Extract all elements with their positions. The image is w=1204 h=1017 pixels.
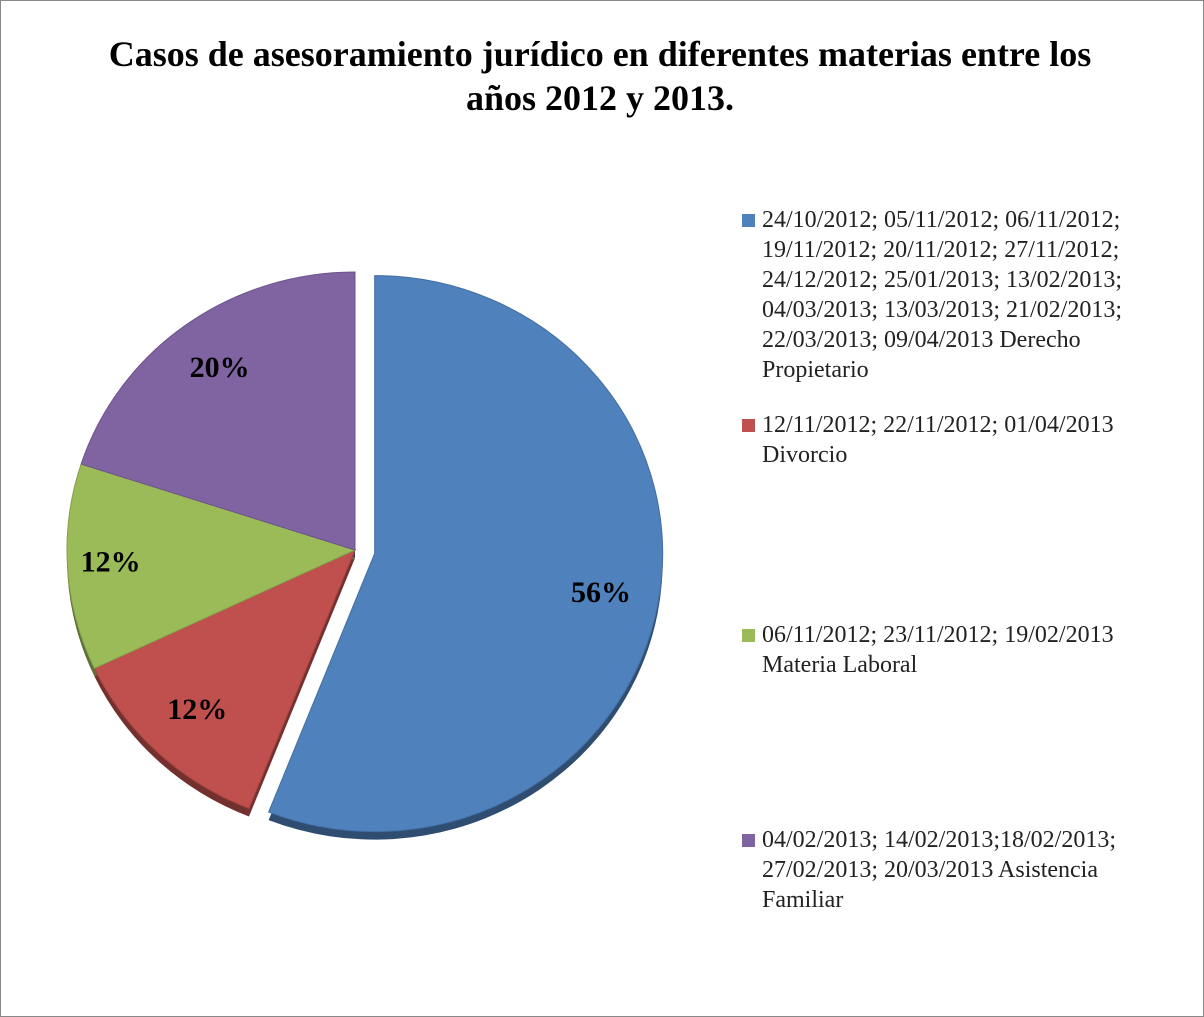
legend-item: 12/11/2012; 22/11/2012; 01/04/2013 Divor… (742, 410, 1182, 470)
slice (66, 463, 357, 670)
legend-label: 06/11/2012; 23/11/2012; 19/02/2013 Mater… (762, 622, 1114, 678)
legend-swatch (742, 214, 755, 227)
legend-label: 12/11/2012; 22/11/2012; 01/04/2013 Divor… (762, 412, 1114, 468)
data-label: 20% (190, 351, 250, 384)
legend-label: 24/10/2012; 05/11/2012; 06/11/2012; 19/1… (762, 207, 1123, 383)
legend-swatch (742, 834, 755, 847)
data-label: 12% (81, 546, 141, 579)
legend-item: 04/02/2013; 14/02/2013;18/02/2013; 27/02… (742, 825, 1182, 915)
legend-item: 24/10/2012; 05/11/2012; 06/11/2012; 19/1… (742, 205, 1182, 385)
legend-label: 04/02/2013; 14/02/2013;18/02/2013; 27/02… (762, 827, 1117, 913)
legend-swatch (742, 629, 755, 642)
slice (93, 549, 356, 810)
slice (267, 275, 664, 833)
data-label: 12% (167, 693, 227, 726)
chart-title: Casos de asesoramiento jurídico en difer… (108, 34, 1092, 118)
data-label: 56% (571, 576, 631, 609)
legend-item: 06/11/2012; 23/11/2012; 19/02/2013 Mater… (742, 620, 1182, 680)
legend-swatch (742, 419, 755, 432)
slice (80, 271, 356, 551)
